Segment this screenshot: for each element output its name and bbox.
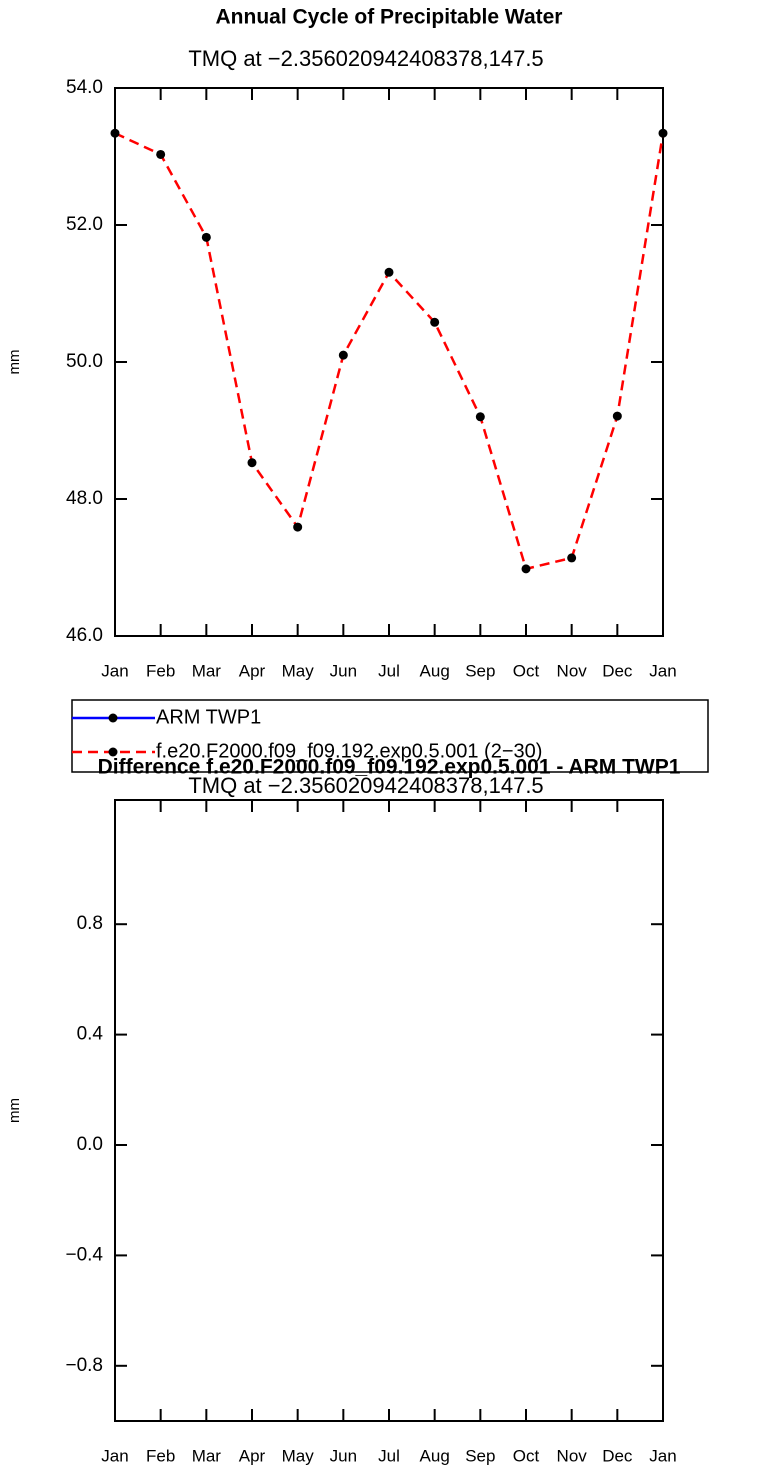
- data-point: [612, 411, 622, 421]
- series-line: [114, 132, 665, 571]
- chart-title: Difference f.e20.F2000.f09_f09.192.exp0.…: [98, 756, 681, 779]
- data-point: [201, 232, 211, 242]
- legend-label: f.e20.F2000.f09_f09.192.exp0.5.001 (2−30…: [156, 740, 542, 762]
- chart-subtitle: TMQ at −2.356020942408378,147.5: [188, 773, 543, 798]
- y-tick-label: 48.0: [66, 488, 103, 509]
- x-tick-label: Feb: [146, 1446, 175, 1465]
- x-tick-label: Dec: [602, 661, 633, 680]
- x-tick-label: Oct: [513, 661, 540, 680]
- x-tick-label: Apr: [239, 661, 266, 680]
- y-tick-label: 50.0: [66, 351, 103, 372]
- x-tick-label: Aug: [420, 661, 450, 680]
- data-point: [384, 267, 394, 277]
- x-tick-label: Jan: [101, 661, 128, 680]
- legend-marker: [108, 747, 118, 757]
- legend-marker: [108, 713, 118, 723]
- y-tick-label: −0.4: [65, 1244, 103, 1265]
- x-tick-label: May: [282, 661, 315, 680]
- y-axis-label: mm: [6, 350, 23, 375]
- x-tick-label: Dec: [602, 1446, 633, 1465]
- data-point: [521, 564, 531, 574]
- y-tick-label: 46.0: [66, 625, 103, 646]
- x-tick-label: Jan: [649, 661, 676, 680]
- x-tick-label: Nov: [557, 661, 588, 680]
- plot-frame: [114, 87, 664, 637]
- y-tick-label: 0.0: [77, 1134, 103, 1155]
- x-tick-label: Jul: [378, 1446, 400, 1465]
- x-tick-label: Nov: [557, 1446, 588, 1465]
- x-tick-label: Jul: [378, 661, 400, 680]
- chart-title: Annual Cycle of Precipitable Water: [216, 6, 563, 29]
- x-tick-label: Mar: [192, 661, 222, 680]
- data-point: [430, 317, 440, 327]
- x-tick-label: Oct: [513, 1446, 540, 1465]
- data-point: [475, 412, 485, 422]
- x-tick-label: Mar: [192, 1446, 222, 1465]
- x-tick-label: Jan: [649, 1446, 676, 1465]
- y-tick-label: 52.0: [66, 214, 103, 235]
- legend-box: [71, 699, 709, 773]
- data-point: [293, 522, 303, 532]
- y-tick-label: 0.8: [77, 913, 103, 934]
- x-tick-label: Aug: [420, 1446, 450, 1465]
- x-tick-label: Jun: [330, 661, 357, 680]
- y-tick-label: −0.8: [65, 1355, 103, 1376]
- x-tick-label: May: [282, 1446, 315, 1465]
- x-tick-label: Sep: [465, 1446, 495, 1465]
- data-point: [567, 553, 577, 563]
- y-tick-label: 0.4: [77, 1024, 104, 1045]
- x-tick-label: Sep: [465, 661, 495, 680]
- x-tick-label: Jun: [330, 1446, 357, 1465]
- data-point: [247, 458, 257, 468]
- x-tick-label: Apr: [239, 1446, 266, 1465]
- data-point: [338, 350, 348, 360]
- x-tick-label: Feb: [146, 661, 175, 680]
- data-point: [156, 149, 166, 159]
- y-axis-label: mm: [6, 1098, 23, 1123]
- plot-frame: [114, 799, 664, 1422]
- legend-label: ARM TWP1: [156, 706, 261, 728]
- data-point: [110, 128, 120, 138]
- y-tick-label: 54.0: [66, 77, 103, 98]
- chart-subtitle: TMQ at −2.356020942408378,147.5: [188, 46, 543, 71]
- x-tick-label: Jan: [101, 1446, 128, 1465]
- data-point: [658, 128, 668, 138]
